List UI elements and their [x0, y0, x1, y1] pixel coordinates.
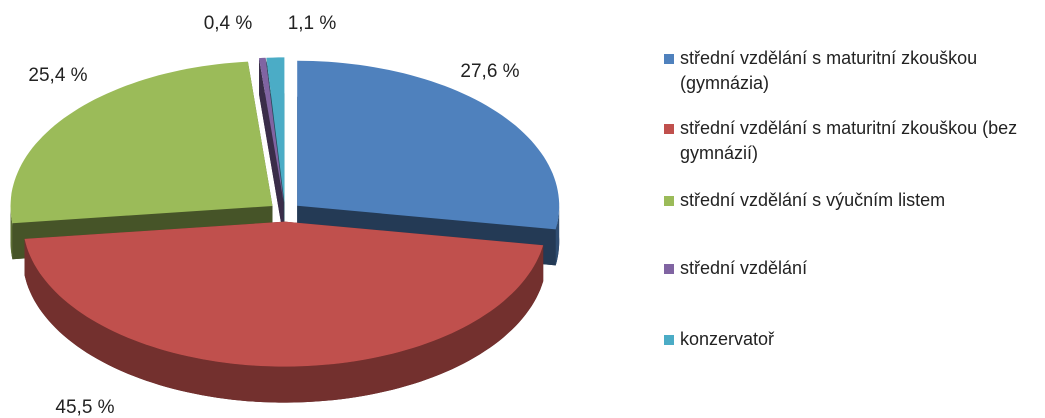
legend-label: střední vzdělání s maturitní zkouškou (g…: [680, 48, 978, 93]
slice-top: [10, 61, 273, 224]
slice-top: [24, 221, 544, 367]
data-label: 1,1 %: [288, 13, 337, 34]
legend-item: střední vzdělání: [664, 256, 1042, 281]
legend-label: střední vzdělání: [680, 258, 808, 278]
slice-face: [259, 58, 284, 239]
legend-item: střední vzdělání s maturitní zkouškou (b…: [664, 116, 1042, 166]
legend-swatch: [664, 196, 674, 206]
legend-item: střední vzdělání s maturitní zkouškou (g…: [664, 46, 1042, 96]
slice-top: [297, 60, 560, 230]
slice-top: [266, 57, 285, 203]
slice-top: [259, 57, 284, 203]
legend-swatch: [664, 124, 674, 134]
legend-label: konzervatoř: [680, 329, 775, 349]
legend-label: střední vzdělání s maturitní zkouškou (b…: [680, 118, 1018, 163]
slice-side: [10, 206, 13, 260]
legend-swatch: [664, 264, 674, 274]
slice-side: [555, 205, 560, 266]
legend-item: střední vzdělání s výučním listem: [664, 188, 1042, 213]
pie-area: 27,6 % 45,5 % 25,4 % 0,4 % 1,1 %: [10, 13, 560, 418]
slice-side: [24, 238, 544, 403]
legend-item: konzervatoř: [664, 327, 1042, 352]
slice: [259, 57, 284, 239]
data-label: 45,5 %: [55, 397, 114, 418]
data-label: 0,4 %: [204, 13, 253, 34]
legend-swatch: [664, 335, 674, 345]
data-label: 25,4 %: [28, 65, 87, 86]
data-label: 27,6 %: [460, 61, 519, 82]
legend-swatch: [664, 54, 674, 64]
legend-label: střední vzdělání s výučním listem: [680, 190, 946, 210]
slice: [24, 221, 544, 403]
